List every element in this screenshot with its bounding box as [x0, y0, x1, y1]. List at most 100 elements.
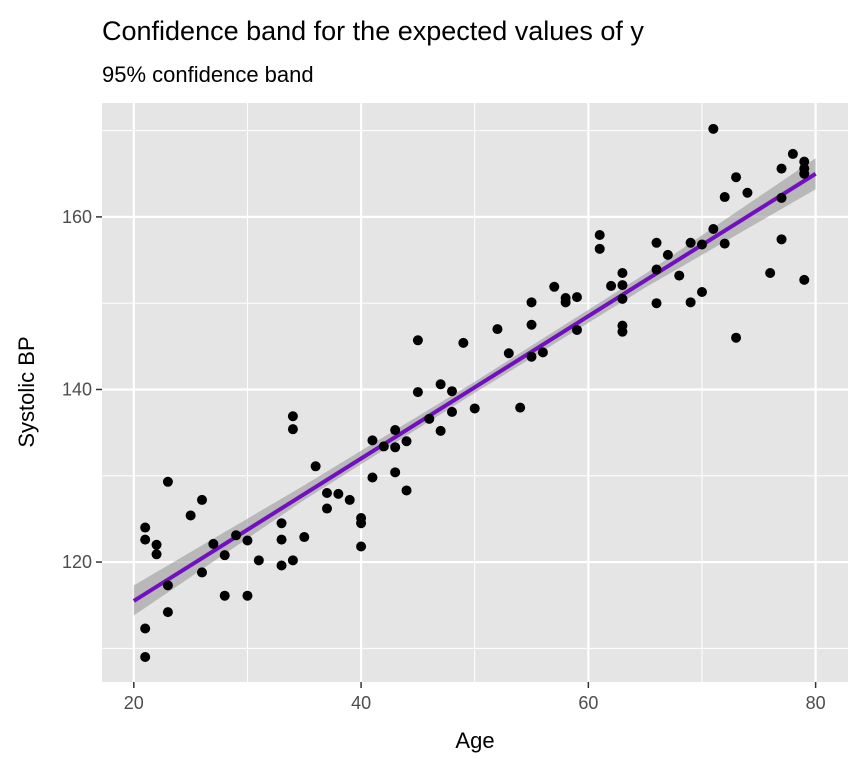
data-point [140, 623, 151, 634]
data-point [401, 436, 412, 447]
data-point [378, 441, 389, 452]
data-point [424, 413, 435, 424]
data-point [458, 337, 469, 348]
data-point [219, 590, 230, 601]
data-point [321, 488, 332, 499]
chart-subtitle: 95% confidence band [102, 62, 314, 87]
data-point [231, 530, 242, 541]
data-point [594, 243, 605, 254]
x-tick-label: 40 [351, 693, 371, 713]
y-tick-label: 160 [62, 207, 92, 227]
data-point [333, 488, 344, 499]
data-point [799, 168, 810, 179]
data-point [731, 172, 742, 183]
data-point [435, 379, 446, 390]
data-point [446, 406, 457, 417]
data-point [367, 435, 378, 446]
x-axis-ticks: 20 40 60 80 [124, 682, 826, 713]
data-point [662, 249, 673, 260]
data-point [242, 590, 253, 601]
data-point [719, 192, 730, 203]
data-point [162, 580, 173, 591]
data-point [367, 472, 378, 483]
data-point [140, 534, 151, 545]
data-point [276, 560, 287, 571]
data-point [708, 223, 719, 234]
data-point [310, 461, 321, 472]
data-point [140, 651, 151, 662]
data-point [526, 319, 537, 330]
data-point [401, 485, 412, 496]
data-point [594, 230, 605, 241]
data-point [435, 425, 446, 436]
data-point [390, 442, 401, 453]
data-point [469, 403, 480, 414]
data-point [674, 270, 685, 281]
data-point [446, 386, 457, 397]
y-axis-label: Systolic BP [14, 336, 39, 447]
data-point [208, 538, 219, 549]
data-point [708, 123, 719, 134]
y-axis-ticks: 120 140 160 [62, 207, 102, 572]
data-point [685, 297, 696, 308]
data-point [196, 494, 207, 505]
data-point [696, 239, 707, 250]
x-axis-label: Age [455, 728, 494, 753]
data-point [549, 281, 560, 292]
data-point [299, 532, 310, 543]
data-point [492, 324, 503, 335]
x-tick-label: 80 [806, 693, 826, 713]
data-point [515, 402, 526, 413]
data-point [719, 238, 730, 249]
data-point [356, 518, 367, 529]
y-tick-label: 140 [62, 379, 92, 399]
data-point [617, 293, 628, 304]
data-point [696, 286, 707, 297]
data-point [651, 264, 662, 275]
data-point [537, 347, 548, 358]
data-point [162, 607, 173, 618]
data-point [571, 292, 582, 303]
data-point [799, 274, 810, 285]
data-point [776, 163, 787, 174]
data-point [742, 187, 753, 198]
data-point [617, 326, 628, 337]
points [140, 123, 810, 662]
gridlines [102, 103, 848, 682]
data-point [287, 555, 298, 566]
y-tick-label: 120 [62, 552, 92, 572]
data-point [526, 297, 537, 308]
data-point [162, 476, 173, 487]
data-point [287, 424, 298, 435]
x-tick-label: 20 [124, 693, 144, 713]
data-point [651, 298, 662, 309]
data-point [606, 280, 617, 291]
data-point [731, 332, 742, 343]
data-point [242, 535, 253, 546]
data-point [685, 237, 696, 248]
data-point [356, 541, 367, 552]
data-point [276, 518, 287, 529]
data-point [787, 148, 798, 159]
data-point [526, 351, 537, 362]
data-point [287, 411, 298, 422]
data-point [412, 387, 423, 398]
data-point [776, 192, 787, 203]
data-point [617, 280, 628, 291]
data-point [185, 510, 196, 521]
data-point [151, 539, 162, 550]
data-point [560, 297, 571, 308]
data-point [503, 348, 514, 359]
data-point [140, 522, 151, 533]
data-point [571, 324, 582, 335]
chart-title: Confidence band for the expected values … [102, 16, 644, 46]
data-point [321, 503, 332, 514]
data-point [151, 549, 162, 560]
data-point [776, 234, 787, 245]
data-point [617, 267, 628, 278]
data-point [412, 335, 423, 346]
data-point [219, 550, 230, 561]
data-point [799, 156, 810, 167]
data-point [253, 555, 264, 566]
